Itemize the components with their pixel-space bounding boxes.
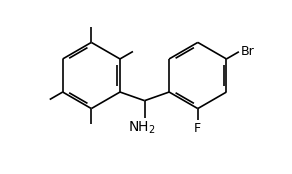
Text: Br: Br bbox=[241, 45, 255, 58]
Text: F: F bbox=[194, 122, 201, 135]
Text: NH$_2$: NH$_2$ bbox=[128, 119, 156, 136]
